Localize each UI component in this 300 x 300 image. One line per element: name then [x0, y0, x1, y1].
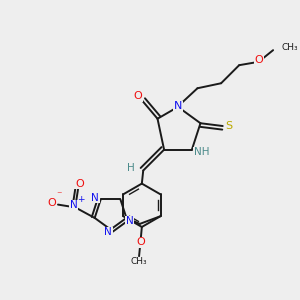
Text: CH₃: CH₃: [131, 257, 147, 266]
Text: N: N: [104, 227, 112, 237]
Text: O: O: [134, 92, 142, 101]
Text: N: N: [174, 101, 182, 111]
Text: O: O: [75, 179, 84, 189]
Text: H: H: [127, 163, 134, 173]
Text: N: N: [126, 216, 134, 226]
Text: O: O: [47, 198, 56, 208]
Text: N: N: [91, 193, 99, 203]
Text: N: N: [70, 200, 78, 210]
Text: O: O: [255, 55, 264, 64]
Text: O: O: [136, 237, 145, 247]
Text: +: +: [77, 194, 85, 203]
Text: CH₃: CH₃: [281, 43, 298, 52]
Text: NH: NH: [194, 147, 209, 158]
Text: ⁻: ⁻: [57, 191, 62, 201]
Text: S: S: [225, 121, 233, 131]
